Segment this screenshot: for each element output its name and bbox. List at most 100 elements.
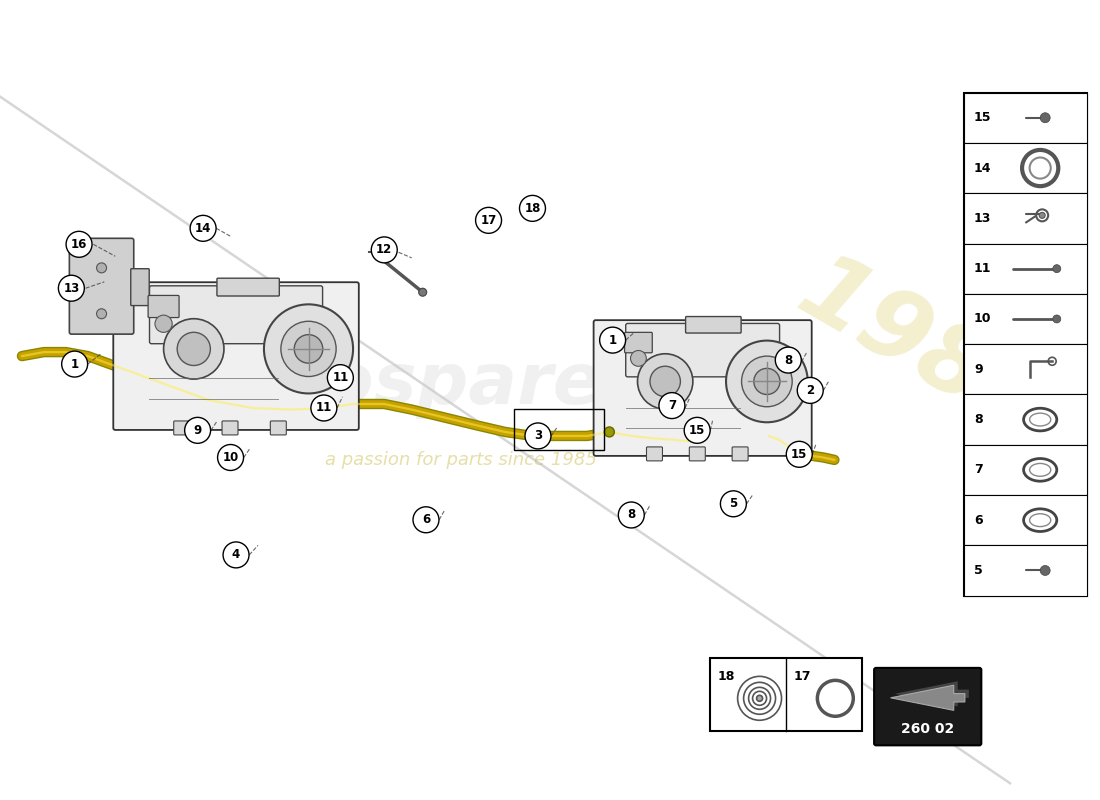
Bar bbox=[964, 93, 1087, 596]
Circle shape bbox=[798, 378, 823, 403]
Circle shape bbox=[638, 354, 693, 409]
FancyBboxPatch shape bbox=[174, 421, 189, 435]
Text: 18: 18 bbox=[525, 202, 541, 215]
Circle shape bbox=[294, 334, 322, 363]
Circle shape bbox=[185, 418, 210, 443]
FancyBboxPatch shape bbox=[217, 278, 279, 296]
Text: 11: 11 bbox=[332, 371, 349, 384]
FancyBboxPatch shape bbox=[594, 320, 812, 456]
Circle shape bbox=[786, 442, 812, 467]
Text: 10: 10 bbox=[974, 313, 991, 326]
Bar bbox=[964, 193, 1087, 243]
Bar bbox=[964, 495, 1087, 546]
FancyBboxPatch shape bbox=[222, 421, 238, 435]
Text: 5: 5 bbox=[729, 498, 737, 510]
Circle shape bbox=[97, 309, 107, 318]
FancyBboxPatch shape bbox=[150, 286, 322, 344]
Text: 7: 7 bbox=[974, 463, 982, 476]
Circle shape bbox=[419, 288, 427, 296]
Text: 15: 15 bbox=[974, 111, 991, 124]
Circle shape bbox=[1041, 113, 1050, 122]
Circle shape bbox=[659, 393, 685, 418]
Text: 8: 8 bbox=[627, 509, 636, 522]
Bar bbox=[964, 93, 1087, 143]
Text: 15: 15 bbox=[689, 424, 705, 437]
Circle shape bbox=[600, 327, 626, 353]
Text: 4: 4 bbox=[232, 549, 240, 562]
FancyBboxPatch shape bbox=[271, 421, 286, 435]
Text: 17: 17 bbox=[793, 670, 811, 682]
Circle shape bbox=[754, 368, 780, 394]
Circle shape bbox=[1040, 212, 1045, 218]
Text: 8: 8 bbox=[784, 354, 792, 366]
FancyBboxPatch shape bbox=[69, 238, 134, 334]
Circle shape bbox=[280, 322, 337, 377]
Text: eurospares: eurospares bbox=[189, 350, 646, 418]
Text: 260 02: 260 02 bbox=[901, 722, 955, 736]
Bar bbox=[964, 143, 1087, 193]
Bar bbox=[964, 243, 1087, 294]
Bar bbox=[964, 445, 1087, 495]
Text: 17: 17 bbox=[481, 214, 497, 227]
Text: 14: 14 bbox=[974, 162, 991, 174]
Circle shape bbox=[604, 427, 614, 437]
Bar bbox=[711, 658, 861, 731]
Circle shape bbox=[741, 356, 792, 406]
Circle shape bbox=[650, 366, 681, 397]
Text: 2: 2 bbox=[806, 384, 814, 397]
Circle shape bbox=[164, 318, 224, 379]
Text: 12: 12 bbox=[376, 243, 393, 256]
Text: 7: 7 bbox=[668, 399, 676, 412]
Circle shape bbox=[618, 502, 645, 528]
Circle shape bbox=[177, 332, 210, 366]
Polygon shape bbox=[891, 686, 965, 710]
Circle shape bbox=[720, 491, 747, 517]
Circle shape bbox=[62, 351, 88, 377]
Text: 14: 14 bbox=[195, 222, 211, 235]
Circle shape bbox=[264, 304, 353, 394]
FancyBboxPatch shape bbox=[647, 447, 662, 461]
Bar bbox=[964, 294, 1087, 344]
Circle shape bbox=[1053, 315, 1060, 323]
Circle shape bbox=[155, 315, 173, 332]
Circle shape bbox=[190, 215, 216, 242]
Text: 6: 6 bbox=[974, 514, 982, 526]
Text: 9: 9 bbox=[194, 424, 201, 437]
Text: 10: 10 bbox=[222, 451, 239, 464]
FancyBboxPatch shape bbox=[874, 668, 981, 746]
Bar bbox=[964, 344, 1087, 394]
Circle shape bbox=[328, 365, 353, 390]
Circle shape bbox=[525, 423, 551, 449]
Text: 13: 13 bbox=[63, 282, 79, 294]
Circle shape bbox=[475, 207, 502, 234]
Circle shape bbox=[519, 195, 546, 222]
Circle shape bbox=[776, 347, 801, 373]
Circle shape bbox=[684, 418, 711, 443]
Circle shape bbox=[1053, 265, 1060, 273]
Circle shape bbox=[223, 542, 249, 568]
Text: 8: 8 bbox=[974, 413, 982, 426]
Bar bbox=[964, 546, 1087, 596]
Text: 9: 9 bbox=[974, 362, 982, 376]
FancyBboxPatch shape bbox=[733, 447, 748, 461]
Text: 3: 3 bbox=[534, 430, 542, 442]
Circle shape bbox=[412, 506, 439, 533]
Bar bbox=[964, 394, 1087, 445]
Text: 5: 5 bbox=[974, 564, 982, 577]
Circle shape bbox=[757, 695, 762, 702]
Text: 1985: 1985 bbox=[782, 244, 1063, 460]
Text: 18: 18 bbox=[717, 670, 735, 682]
FancyBboxPatch shape bbox=[131, 269, 150, 306]
Bar bbox=[514, 409, 604, 450]
Polygon shape bbox=[894, 682, 969, 706]
Text: 1: 1 bbox=[70, 358, 79, 370]
Circle shape bbox=[324, 403, 334, 413]
Circle shape bbox=[726, 341, 807, 422]
Circle shape bbox=[630, 350, 647, 366]
Text: a passion for parts since 1985: a passion for parts since 1985 bbox=[326, 451, 597, 469]
FancyBboxPatch shape bbox=[625, 332, 652, 353]
Circle shape bbox=[311, 395, 337, 421]
Text: 13: 13 bbox=[974, 212, 991, 225]
Text: 6: 6 bbox=[422, 514, 430, 526]
Text: 15: 15 bbox=[791, 448, 807, 461]
